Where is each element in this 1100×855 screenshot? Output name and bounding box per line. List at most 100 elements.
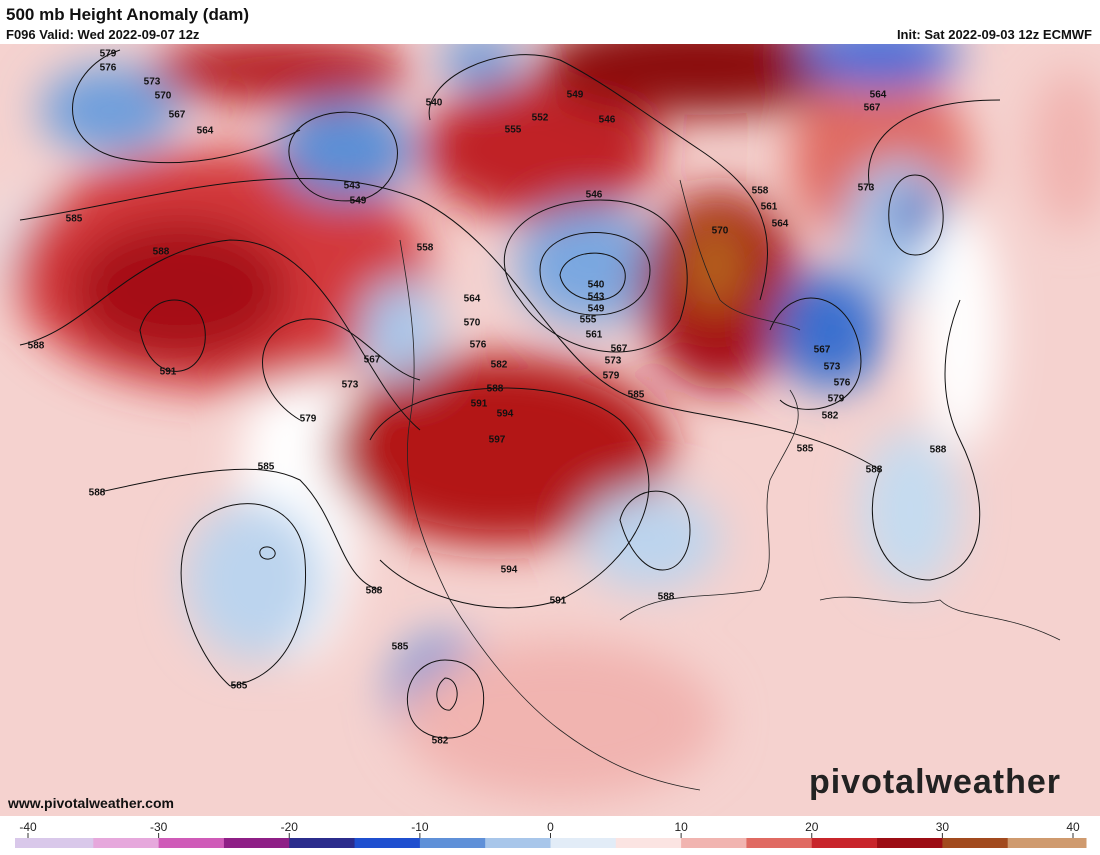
contour-label: 555 <box>580 315 597 326</box>
contour-label: 585 <box>392 642 409 653</box>
contour-label: 588 <box>866 465 883 476</box>
contour-label: 552 <box>532 113 549 124</box>
contour-label: 564 <box>772 219 789 230</box>
contour-label: 561 <box>586 330 603 341</box>
website: www.pivotalweather.com <box>7 795 174 811</box>
contour-label: 597 <box>489 435 506 446</box>
colorbar-cell <box>289 838 356 848</box>
contour-label: 570 <box>155 91 172 102</box>
contour-label: 585 <box>258 462 275 473</box>
colorbar-cell <box>615 838 682 848</box>
contour-label: 579 <box>100 49 117 60</box>
contour-label: 549 <box>350 196 367 207</box>
contour-label: 585 <box>66 214 83 225</box>
contour-label: 588 <box>89 488 106 499</box>
contour-label: 588 <box>153 247 170 258</box>
contour-label: 588 <box>28 341 45 352</box>
contour-label: 591 <box>471 399 488 410</box>
contour-label: 570 <box>712 226 729 237</box>
contour-label: 582 <box>432 736 449 747</box>
colorbar-cell <box>485 838 551 848</box>
contour-label: 588 <box>366 586 383 597</box>
coastlines <box>399 179 1061 791</box>
contour-label: 585 <box>797 444 814 455</box>
anomaly-field <box>0 44 1100 800</box>
contour-label: 549 <box>588 304 605 315</box>
colorbar-cell <box>1007 838 1087 848</box>
contour-label: 579 <box>300 414 317 425</box>
contour-label: 567 <box>169 110 186 121</box>
title: 500 mb Height Anomaly (dam) <box>6 5 249 24</box>
contour-label: 588 <box>658 592 675 603</box>
contour-label: 540 <box>426 98 443 109</box>
colorbar-cell <box>550 838 617 848</box>
init-time: Init: Sat 2022-09-03 12z ECMWF <box>897 27 1092 42</box>
contour-labels: 5795765735705675645855885885915675735795… <box>28 49 947 747</box>
contour-label: 585 <box>231 681 248 692</box>
contour-label: 576 <box>470 340 487 351</box>
contour-label: 579 <box>828 394 845 405</box>
contour-label: 561 <box>761 202 778 213</box>
contour-label: 546 <box>599 115 616 126</box>
contour-label: 564 <box>197 126 214 137</box>
colorbar-cell <box>877 838 943 848</box>
colorbar-cell <box>942 838 1009 848</box>
contour-label: 582 <box>822 411 839 422</box>
contour-label: 567 <box>864 103 881 114</box>
contour-label: 567 <box>364 355 381 366</box>
colorbar-tick-label: 0 <box>547 820 554 834</box>
colorbar-tick-label: 40 <box>1066 820 1080 834</box>
colorbar-tick-label: 20 <box>805 820 819 834</box>
contour-label: 573 <box>144 77 161 88</box>
map: 5795765735705675645855885885915675735795… <box>0 44 1100 816</box>
contour-label: 549 <box>567 90 584 101</box>
contour-label: 588 <box>930 445 947 456</box>
contour-label: 573 <box>824 362 841 373</box>
contour-label: 564 <box>464 294 481 305</box>
contour-label: 588 <box>487 384 504 395</box>
contour-label: 564 <box>870 90 887 101</box>
contour-label: 594 <box>497 409 514 420</box>
contour-label: 555 <box>505 125 522 136</box>
contour-label: 573 <box>605 356 622 367</box>
colorbar-cell <box>223 838 290 848</box>
colorbar-tick-label: 30 <box>936 820 950 834</box>
colorbar-cell <box>354 838 421 848</box>
colorbar-cell <box>746 838 813 848</box>
contour-label: 540 <box>588 280 605 291</box>
colorbar-cell <box>15 838 94 848</box>
contour-label: 567 <box>611 344 628 355</box>
contour-label: 558 <box>417 243 434 254</box>
contour-label: 543 <box>344 181 361 192</box>
colorbar-cell <box>419 838 486 848</box>
colorbar-tick-label: -10 <box>411 820 429 834</box>
contour-label: 567 <box>814 345 831 356</box>
contour-label: 591 <box>550 596 567 607</box>
contour-label: 573 <box>858 183 875 194</box>
valid-time: F096 Valid: Wed 2022-09-07 12z <box>6 27 200 42</box>
contour-label: 546 <box>586 190 603 201</box>
colorbar-cell <box>681 838 747 848</box>
colorbar-cell <box>93 838 160 848</box>
colorbar-tick-label: -40 <box>19 820 37 834</box>
contour-label: 591 <box>160 367 177 378</box>
colorbar-tick-label: -20 <box>281 820 299 834</box>
colorbar-cell <box>158 838 225 848</box>
contour-label: 576 <box>834 378 851 389</box>
contour-label: 543 <box>588 292 605 303</box>
contour-label: 570 <box>464 318 481 329</box>
contour-label: 558 <box>752 186 769 197</box>
colorbar: -40 -30 -20 -10 0 10 20 30 40 <box>15 820 1087 848</box>
logo: pivotalweather <box>809 763 1061 801</box>
contour-label: 579 <box>603 371 620 382</box>
contour-label: 576 <box>100 63 117 74</box>
colorbar-tick-label: 10 <box>674 820 688 834</box>
contour-label: 573 <box>342 380 359 391</box>
height-contours <box>19 49 1001 739</box>
contour-label: 585 <box>628 390 645 401</box>
colorbar-tick-label: -30 <box>150 820 168 834</box>
contour-label: 582 <box>491 360 508 371</box>
contour-label: 594 <box>501 565 518 576</box>
